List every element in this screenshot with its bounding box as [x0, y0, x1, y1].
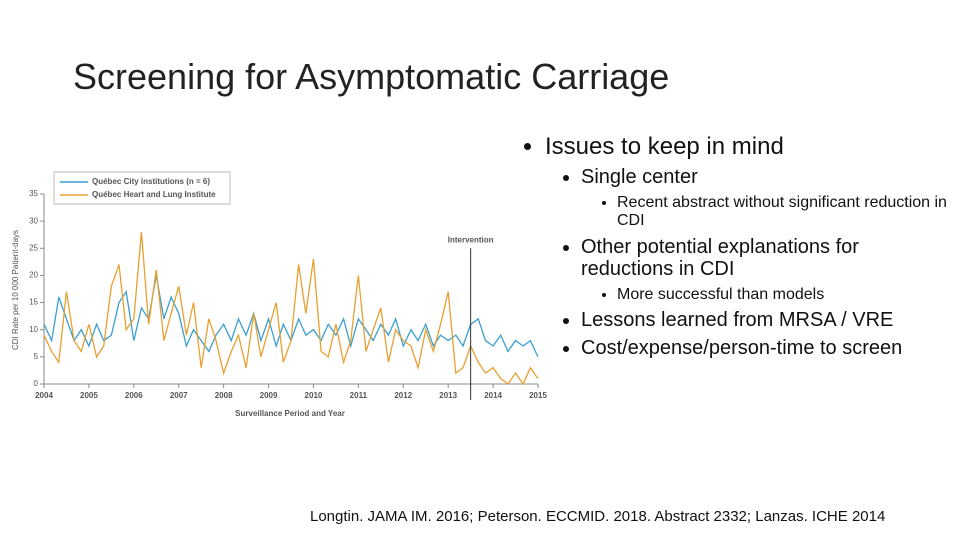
y-tick-label: 5: [34, 352, 39, 361]
x-tick-label: 2007: [170, 391, 188, 400]
slide-title: Screening for Asymptomatic Carriage: [73, 56, 670, 97]
x-tick-label: 2014: [484, 391, 502, 400]
y-tick-label: 20: [29, 271, 38, 280]
x-tick-label: 2005: [80, 391, 98, 400]
annotation-label: Intervention: [448, 235, 494, 244]
x-tick-label: 2012: [394, 391, 412, 400]
bullet: Lessons learned from MRSA / VRE: [581, 309, 952, 331]
x-tick-label: 2013: [439, 391, 457, 400]
legend-box: [53, 171, 231, 205]
y-axis-label: CDI Rate per 10 000 Patient-days: [11, 230, 20, 350]
y-tick-label: 30: [29, 216, 38, 225]
chart: Surveillance Period and Year CDI Rate pe…: [11, 171, 547, 418]
legend: Québec City institutions (n = 6) Québec H…: [53, 171, 231, 205]
x-axis-label: Surveillance Period and Year: [235, 409, 345, 418]
y-tick-label: 0: [34, 379, 39, 388]
y-tick-label: 25: [29, 243, 38, 252]
y-tick-label: 10: [29, 325, 38, 334]
series-line: [43, 231, 539, 386]
x-tick-label: 2004: [35, 391, 53, 400]
x-tick-label: 2008: [215, 391, 233, 400]
y-tick-label: 15: [29, 298, 38, 307]
bullet: Cost/expense/person-time to screen: [581, 337, 952, 359]
bullet-list: Issues to keep in mind Single center Recen…: [527, 128, 952, 359]
legend-label: Québec City institutions (n = 6): [92, 177, 210, 186]
bullet: Other potential explanations for reducti…: [581, 236, 952, 280]
bullet: Single center: [581, 166, 952, 188]
y-tick-label: 35: [29, 189, 38, 198]
bullet: Issues to keep in mind: [545, 133, 952, 160]
bullet: More successful than models: [617, 286, 952, 304]
x-tick-label: 2011: [350, 391, 368, 400]
x-tick-label: 2015: [529, 391, 547, 400]
citation: Longtin. JAMA IM. 2016; Peterson. ECCMID…: [310, 508, 886, 525]
x-tick-label: 2010: [305, 391, 323, 400]
x-tick-label: 2006: [125, 391, 143, 400]
bullet: Recent abstract without significant redu…: [617, 194, 952, 229]
x-tick-label: 2009: [260, 391, 278, 400]
legend-label: Québec Heart and Lung Institute: [92, 190, 216, 199]
series-line: [43, 275, 539, 358]
